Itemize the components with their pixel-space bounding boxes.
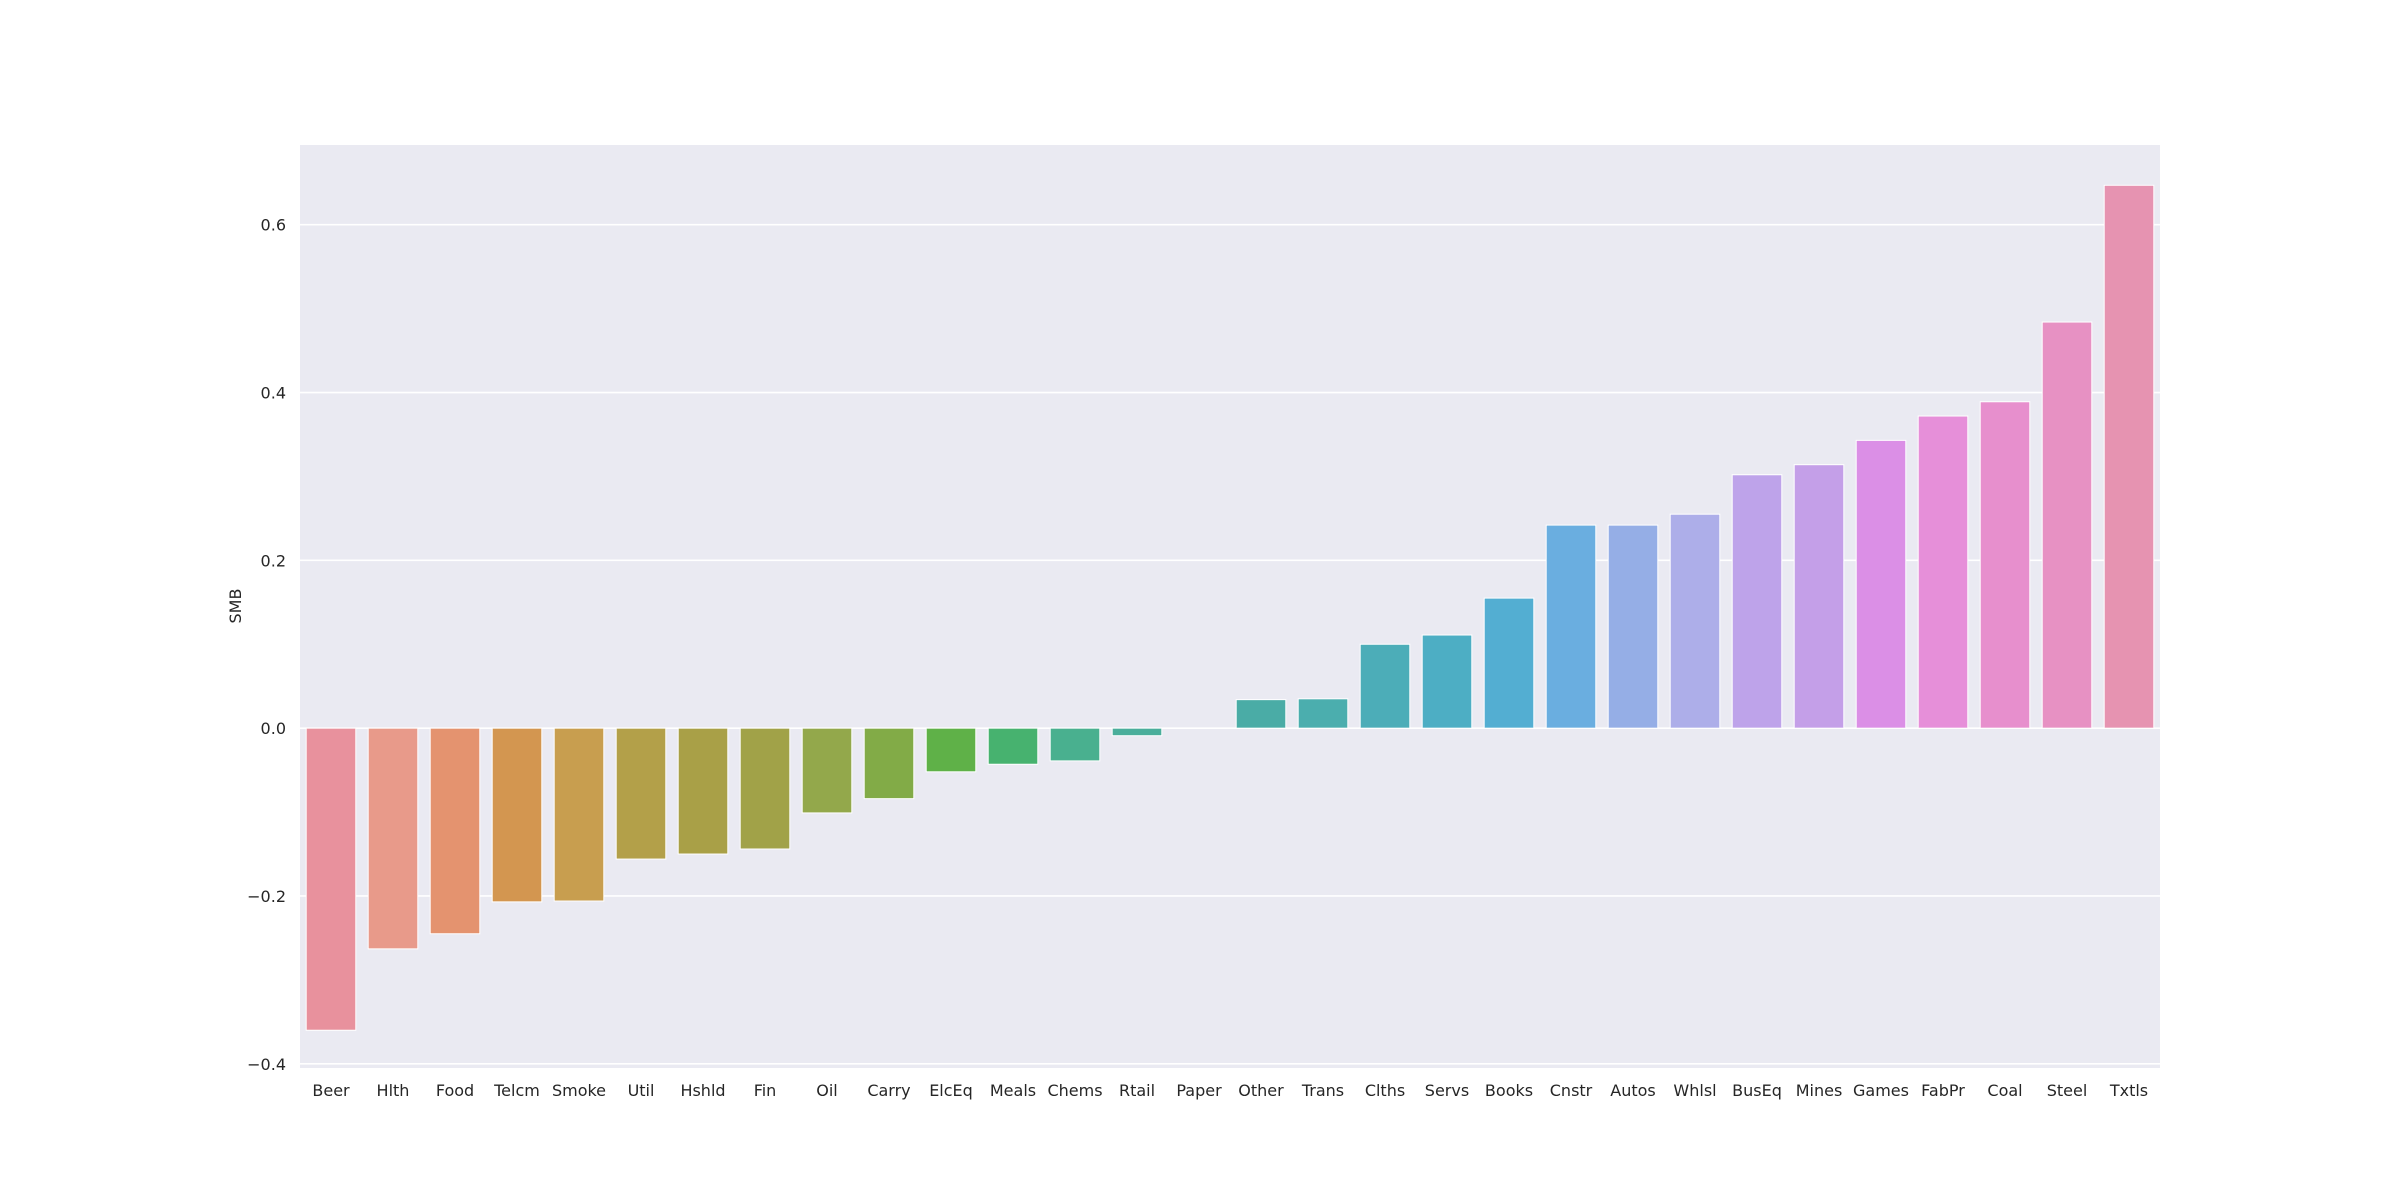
bar-smoke [553,727,605,902]
bar-coal [1979,401,2031,729]
x-tick-label: Other [1238,1081,1284,1100]
y-axis-ticks: −0.4 −0.2 0.0 0.2 0.4 0.6 [247,216,286,1074]
bar-trans [1297,698,1349,729]
bar-servs [1421,634,1473,729]
x-tick-label: Carry [867,1081,910,1100]
x-tick-label: Books [1485,1081,1533,1100]
bar-elceq [925,727,977,773]
x-tick-label: Clths [1365,1081,1405,1100]
bar-util [615,727,667,860]
bar-rtail [1111,727,1163,737]
bar-mines [1793,464,1845,729]
x-tick-label: Chems [1047,1081,1102,1100]
y-tick-label: 0.6 [261,216,286,235]
x-tick-label: Mines [1796,1081,1843,1100]
bar-hshld [677,727,729,855]
bar-txtls [2103,184,2155,729]
bar-steel [2041,321,2093,729]
x-tick-label: ElcEq [929,1081,973,1100]
y-tick-label: −0.4 [247,1055,286,1074]
bar-buseq [1731,474,1783,729]
y-tick-label: 0.2 [261,551,286,570]
bar-cnstr [1545,524,1597,729]
bar-autos [1607,524,1659,729]
x-tick-label: Whlsl [1673,1081,1716,1100]
x-tick-label: Beer [312,1081,350,1100]
x-tick-label: Rtail [1119,1081,1155,1100]
bar-food [429,727,481,935]
x-tick-label: Cnstr [1550,1081,1593,1100]
bar-chems [1049,727,1101,762]
bar-oil [801,727,853,814]
x-tick-label: Meals [990,1081,1036,1100]
x-tick-label: Oil [816,1081,837,1100]
bar-games [1855,439,1907,729]
bar-hlth [367,727,419,950]
y-axis-label: SMB [226,589,245,624]
bar-beer [305,727,357,1031]
x-tick-label: Util [628,1081,655,1100]
bar-books [1483,597,1535,729]
y-tick-label: 0.4 [261,384,286,403]
x-tick-label: Steel [2047,1081,2088,1100]
bar-other [1235,699,1287,729]
bar-clths [1359,643,1411,729]
bar-telcm [491,727,543,903]
grid-lines [300,223,2160,1065]
x-tick-label: Food [436,1081,474,1100]
x-axis-ticks: Beer Hlth Food Telcm Smoke Util Hshld Fin Oil Car… [312,1081,2148,1100]
y-tick-label: −0.2 [247,887,286,906]
x-tick-label: Txtls [2109,1081,2148,1100]
x-tick-label: Games [1853,1081,1909,1100]
x-tick-label: Telcm [493,1081,540,1100]
x-tick-label: Trans [1301,1081,1344,1100]
x-tick-label: BusEq [1732,1081,1782,1100]
x-tick-label: Hlth [377,1081,410,1100]
y-tick-label: 0.0 [261,719,286,738]
bars [305,184,2155,1031]
bar-whlsl [1669,513,1721,729]
x-tick-label: FabPr [1921,1081,1965,1100]
x-tick-label: Servs [1425,1081,1469,1100]
x-tick-label: Coal [1987,1081,2022,1100]
x-tick-label: Paper [1176,1081,1222,1100]
bar-meals [987,727,1039,765]
x-tick-label: Fin [754,1081,777,1100]
bar-fin [739,727,791,850]
x-tick-label: Smoke [552,1081,606,1100]
x-tick-label: Autos [1610,1081,1655,1100]
bar-fabpr [1917,415,1969,729]
bar-carry [863,727,915,800]
x-tick-label: Hshld [680,1081,725,1100]
plot-background [300,145,2160,1068]
